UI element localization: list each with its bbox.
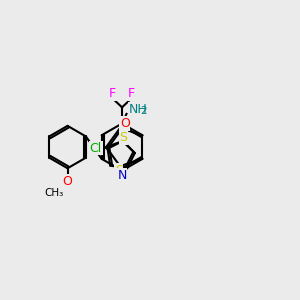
Text: Cl: Cl xyxy=(90,142,102,154)
Text: NH: NH xyxy=(129,103,148,116)
Text: N: N xyxy=(117,169,127,182)
Text: O: O xyxy=(120,117,130,130)
Text: F: F xyxy=(128,87,135,100)
Text: CH₃: CH₃ xyxy=(44,188,63,198)
Text: S: S xyxy=(119,131,127,144)
Text: 2: 2 xyxy=(140,106,147,116)
Text: O: O xyxy=(63,175,73,188)
Text: F: F xyxy=(109,87,116,100)
Text: S: S xyxy=(115,164,123,176)
